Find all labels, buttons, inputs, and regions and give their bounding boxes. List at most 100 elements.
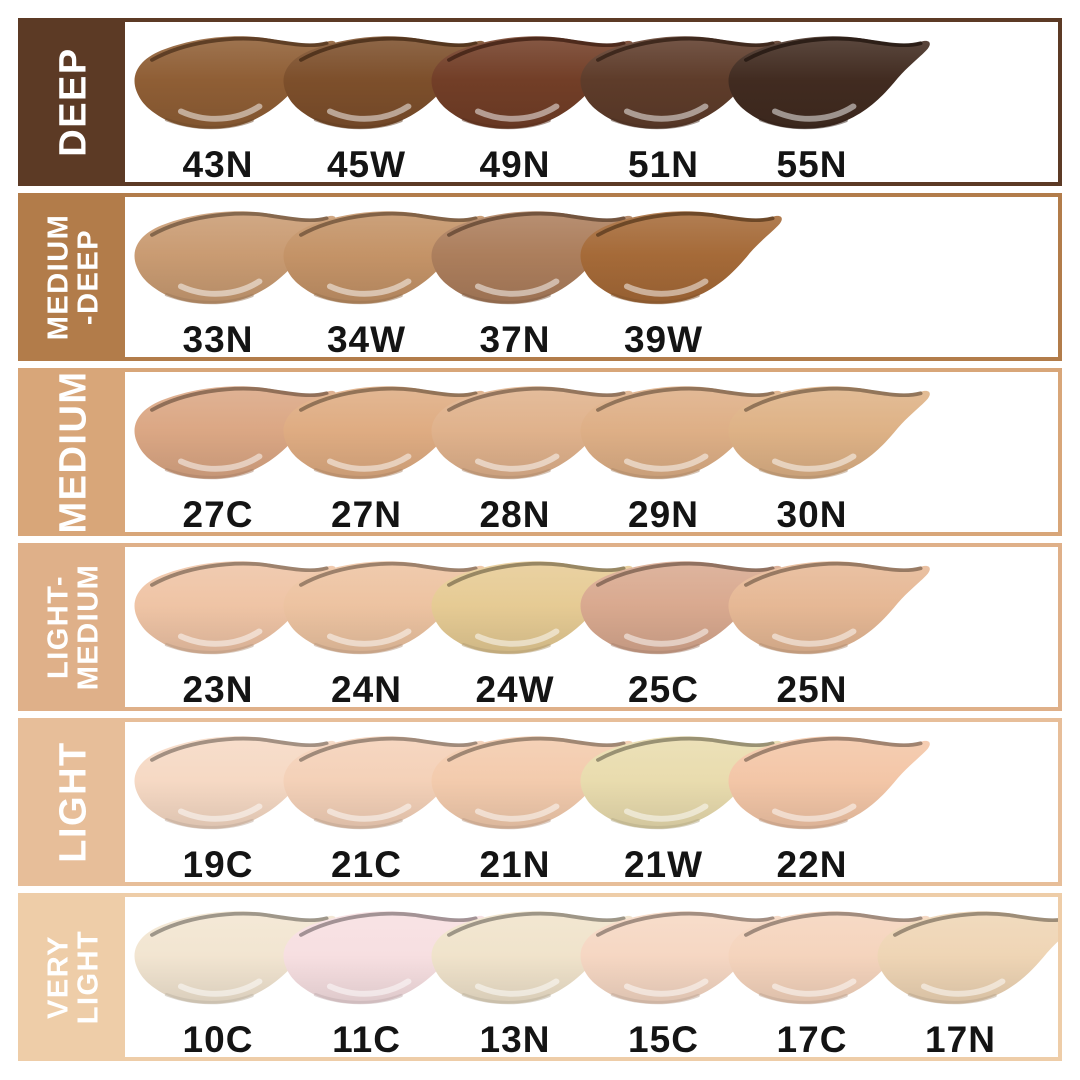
foundation-smear-graphic — [431, 386, 633, 480]
shade-code: 15C — [628, 1019, 699, 1057]
shade-swatch: 25C — [569, 555, 787, 707]
foundation-smear-graphic — [431, 211, 633, 305]
shade-swatch: 10C — [125, 905, 341, 1057]
shade-swatch: 51N — [569, 30, 787, 182]
shade-code: 21N — [479, 844, 551, 882]
category-label: LIGHT — [52, 741, 95, 863]
shade-code: 19C — [182, 844, 254, 882]
shade-code: 17N — [925, 1019, 996, 1057]
shade-swatch: 25N — [717, 555, 935, 707]
shade-swatch: 55N — [717, 30, 935, 182]
shade-code: 10C — [182, 1019, 254, 1057]
shade-code: 17C — [776, 1019, 848, 1057]
shade-swatch: 23N — [125, 555, 341, 707]
shade-code: 39W — [623, 319, 704, 357]
foundation-smear-graphic — [134, 911, 336, 1005]
row-swatches: 27C 27N 28N 29N 30N — [125, 372, 1058, 532]
shade-code: 24W — [475, 669, 555, 707]
shade-code: 29N — [628, 494, 699, 532]
shade-code: 33N — [182, 319, 254, 357]
shade-swatch: 11C — [272, 905, 490, 1057]
row-swatches: 10C 11C 13N 15C 17C 17N — [125, 897, 1058, 1057]
shade-swatch: 37N — [420, 205, 638, 357]
foundation-smear-graphic — [579, 211, 782, 305]
foundation-smear-graphic — [579, 561, 782, 655]
foundation-smear-graphic — [431, 911, 633, 1005]
shade-code: 11C — [332, 1019, 401, 1057]
row-swatches: 19C 21C 21N 21W 22N — [125, 722, 1058, 882]
foundation-smear-graphic — [579, 736, 782, 830]
shade-swatch: 30N — [717, 380, 935, 532]
shade-code: 21W — [623, 844, 704, 882]
shade-swatch: 45W — [272, 30, 490, 182]
foundation-smear-graphic — [877, 911, 1058, 1005]
foundation-smear-graphic — [282, 736, 485, 830]
shade-row: VERY LIGHT 10C 11C 13N 15C 17C 17N — [18, 893, 1062, 1061]
foundation-smear-graphic — [579, 911, 782, 1005]
category-label: VERY LIGHT — [41, 929, 104, 1025]
shade-swatch: 27N — [272, 380, 490, 532]
category-bar: MEDIUM -DEEP — [22, 197, 125, 357]
shade-swatch: 49N — [420, 30, 638, 182]
foundation-smear-graphic — [728, 911, 930, 1005]
shade-chart: DEEP 43N 45W 49N 51N 55N MEDIUM -DEEP 33… — [18, 18, 1062, 1068]
shade-code: 34W — [326, 319, 407, 357]
foundation-smear-graphic — [431, 561, 633, 655]
foundation-smear-graphic — [431, 736, 633, 830]
shade-code: 25N — [776, 669, 848, 707]
row-swatches: 33N 34W 37N 39W — [125, 197, 1058, 357]
foundation-smear-graphic — [579, 36, 782, 130]
foundation-smear-graphic — [282, 911, 485, 1005]
shade-swatch: 43N — [125, 30, 341, 182]
shade-swatch: 19C — [125, 730, 341, 882]
shade-code: 37N — [479, 319, 551, 357]
shade-swatch: 21W — [569, 730, 787, 882]
shade-swatch: 24W — [420, 555, 638, 707]
shade-swatch: 21C — [272, 730, 490, 882]
shade-code: 43N — [182, 144, 254, 182]
foundation-smear-graphic — [134, 211, 336, 305]
shade-code: 24N — [331, 669, 402, 707]
row-swatches: 23N 24N 24W 25C 25N — [125, 547, 1058, 707]
shade-swatch: 29N — [569, 380, 787, 532]
foundation-smear-graphic — [728, 736, 930, 830]
shade-code: 13N — [479, 1019, 551, 1057]
shade-code: 22N — [776, 844, 848, 882]
shade-code: 23N — [182, 669, 254, 707]
shade-code: 51N — [628, 144, 699, 182]
category-label: LIGHT- MEDIUM — [41, 563, 104, 691]
shade-code: 27C — [182, 494, 254, 532]
foundation-smear-graphic — [728, 36, 930, 130]
foundation-smear-graphic — [134, 386, 336, 480]
shade-swatch: 21N — [420, 730, 638, 882]
shade-swatch: 39W — [569, 205, 787, 357]
foundation-smear-graphic — [579, 386, 782, 480]
row-swatches: 43N 45W 49N 51N 55N — [125, 22, 1058, 182]
shade-swatch: 33N — [125, 205, 341, 357]
shade-swatch: 22N — [717, 730, 935, 882]
category-label: MEDIUM — [52, 370, 95, 534]
category-bar: VERY LIGHT — [22, 897, 125, 1057]
shade-swatch: 27C — [125, 380, 341, 532]
foundation-smear-graphic — [282, 211, 485, 305]
shade-swatch: 17N — [866, 905, 1058, 1057]
foundation-smear-graphic — [282, 561, 485, 655]
shade-swatch: 34W — [272, 205, 490, 357]
shade-code: 28N — [479, 494, 551, 532]
shade-row: LIGHT 19C 21C 21N 21W 22N — [18, 718, 1062, 886]
shade-row: LIGHT- MEDIUM 23N 24N 24W 25C 25N — [18, 543, 1062, 711]
foundation-smear-graphic — [134, 36, 336, 130]
shade-row: MEDIUM 27C 27N 28N 29N 30N — [18, 368, 1062, 536]
shade-swatch: 15C — [569, 905, 787, 1057]
foundation-smear-graphic — [134, 561, 336, 655]
shade-swatch: 13N — [420, 905, 638, 1057]
shade-code: 45W — [326, 144, 407, 182]
foundation-smear-graphic — [728, 386, 930, 480]
foundation-smear-graphic — [134, 736, 336, 830]
shade-swatch: 17C — [717, 905, 935, 1057]
shade-code: 55N — [776, 144, 848, 182]
shade-row: DEEP 43N 45W 49N 51N 55N — [18, 18, 1062, 186]
category-bar: MEDIUM — [22, 370, 125, 534]
shade-swatch: 24N — [272, 555, 490, 707]
